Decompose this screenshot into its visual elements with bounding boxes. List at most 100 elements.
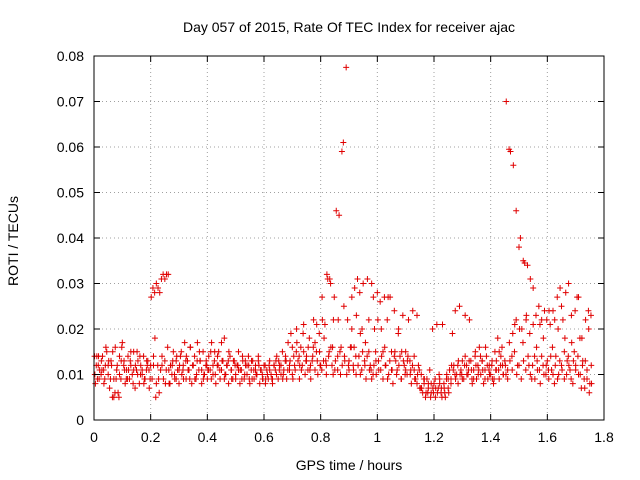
data-point [187, 344, 194, 351]
data-point [567, 366, 573, 373]
data-point [352, 353, 359, 360]
data-point [549, 344, 556, 351]
data-point [527, 275, 534, 282]
data-point [235, 348, 242, 355]
data-point [466, 357, 473, 364]
data-point [159, 362, 165, 369]
data-point [179, 366, 186, 373]
data-point [287, 330, 294, 337]
data-point [356, 289, 363, 296]
data-point [171, 371, 178, 378]
data-point [503, 98, 510, 105]
data-point [198, 380, 205, 387]
data-point [102, 344, 109, 351]
data-point [186, 376, 193, 383]
data-point [218, 339, 225, 346]
data-point [438, 385, 445, 392]
x-tick-label: 0.8 [311, 429, 331, 445]
data-point [255, 357, 262, 364]
data-point [563, 371, 570, 378]
data-point [283, 357, 290, 364]
data-point [401, 362, 408, 369]
data-point [344, 316, 351, 323]
data-point [221, 335, 228, 342]
data-point [588, 380, 595, 387]
data-point [586, 389, 593, 396]
data-point [480, 380, 487, 387]
data-point [200, 371, 207, 378]
data-point [136, 353, 143, 360]
data-point [364, 353, 371, 360]
data-point [449, 330, 456, 337]
data-point [143, 357, 150, 364]
data-point [139, 366, 146, 373]
data-point [118, 357, 125, 364]
data-point [321, 321, 328, 328]
data-point [556, 357, 563, 364]
data-point [351, 344, 358, 351]
data-point [381, 344, 388, 351]
y-tick-label: 0.06 [57, 139, 84, 155]
data-point [273, 371, 280, 378]
data-point [416, 366, 423, 373]
data-point [92, 380, 99, 387]
data-point [559, 366, 566, 373]
data-point [564, 357, 571, 364]
data-point [214, 353, 221, 360]
data-point [432, 376, 439, 383]
data-point [357, 330, 364, 337]
data-point [157, 366, 164, 373]
y-tick-label: 0.05 [57, 185, 84, 201]
data-point [280, 371, 287, 378]
x-tick-label: 1.2 [424, 429, 444, 445]
data-point [307, 362, 314, 369]
data-point [359, 326, 366, 332]
data-point [461, 362, 468, 369]
data-point [554, 294, 561, 301]
data-point [191, 376, 198, 383]
data-point [291, 362, 298, 369]
data-point [392, 357, 399, 364]
data-point [513, 316, 520, 323]
data-point [323, 271, 330, 278]
data-point [562, 289, 569, 296]
data-point [198, 366, 205, 373]
data-point [252, 366, 259, 373]
data-point [405, 316, 412, 323]
data-point [340, 303, 347, 310]
data-point [488, 362, 495, 369]
data-point [106, 385, 113, 392]
data-point [305, 344, 312, 351]
data-point [113, 376, 120, 383]
data-point [427, 394, 434, 401]
data-point [279, 348, 286, 355]
data-point [409, 307, 416, 314]
data-point [538, 316, 545, 323]
data-point [148, 294, 155, 301]
data-point [353, 312, 360, 319]
data-point [523, 312, 530, 319]
data-point [529, 362, 536, 369]
y-tick-label: 0.01 [57, 367, 84, 383]
data-point [191, 353, 198, 360]
data-point [510, 162, 517, 169]
data-point [346, 357, 352, 364]
data-point [531, 353, 538, 360]
data-point [374, 289, 381, 296]
data-point [130, 366, 137, 373]
data-point [313, 321, 320, 328]
data-point [279, 376, 286, 383]
data-point [417, 385, 424, 392]
data-point [450, 366, 457, 373]
data-point [266, 366, 273, 373]
data-point [357, 371, 364, 378]
x-tick-label: 0.2 [141, 429, 161, 445]
data-point [552, 362, 559, 369]
data-point [295, 357, 301, 364]
data-point [501, 357, 508, 364]
data-point [132, 362, 139, 369]
data-point [587, 312, 594, 319]
data-point [365, 316, 372, 323]
data-point [568, 376, 575, 383]
data-point [238, 376, 245, 383]
